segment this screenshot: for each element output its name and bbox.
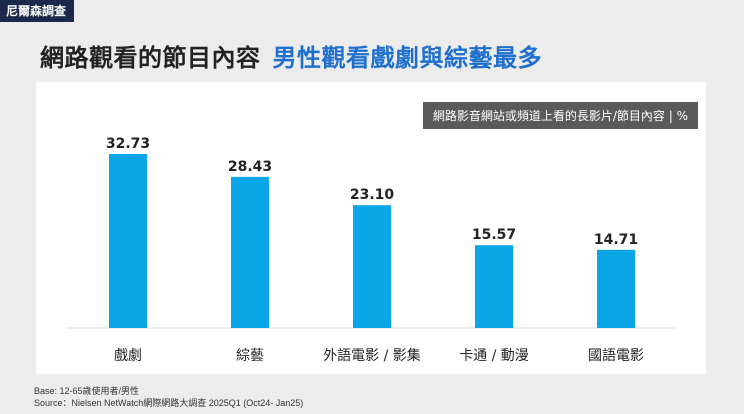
data-label-2: 23.10: [350, 187, 395, 203]
category-label-2: 外語電影 / 影集: [323, 347, 421, 364]
data-label-1: 28.43: [228, 159, 272, 175]
title-main: 網路觀看的節目內容: [40, 44, 261, 72]
page-title: 網路觀看的節目內容 男性觀看戲劇與綜藝最多: [40, 38, 542, 73]
bar-2: [353, 205, 391, 328]
footnote-base: Base: 12-65歲使用者/男性: [34, 386, 140, 396]
category-label-0: 戲劇: [114, 348, 142, 364]
brand-tag: 尼爾森調查: [0, 0, 75, 22]
chart-panel: 網路影音網站或頻道上看的長影片/節目內容 | % 32.73 戲劇 28.43 綜藝 2…: [36, 82, 706, 374]
bar-4: [597, 249, 635, 328]
footnote-source: Source：Nielsen NetWatch網際網路大調查 2025Q1 (O…: [34, 398, 304, 408]
category-label-1: 綜藝: [236, 348, 264, 364]
category-label-4: 國語電影: [588, 348, 644, 364]
bar-3: [475, 245, 513, 328]
data-label-3: 15.57: [472, 227, 516, 243]
data-label-4: 14.71: [594, 232, 638, 248]
bar-0: [109, 154, 147, 328]
bar-chart: 32.73 戲劇 28.43 綜藝 23.10 外語電影 / 影集 15.57 卡通 / 動漫…: [66, 136, 676, 364]
title-highlight: 男性觀看戲劇與綜藝最多: [272, 44, 542, 72]
data-label-0: 32.73: [106, 136, 150, 152]
chart-legend: 網路影音網站或頻道上看的長影片/節目內容 | %: [422, 102, 698, 129]
bar-1: [231, 176, 269, 328]
category-label-3: 卡通 / 動漫: [459, 348, 529, 364]
